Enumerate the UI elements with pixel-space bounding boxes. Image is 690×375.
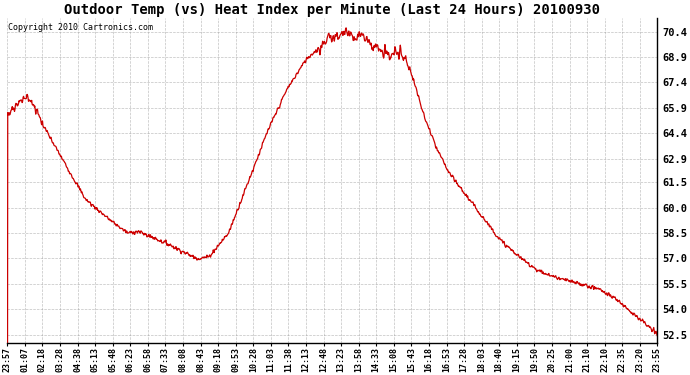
Text: Copyright 2010 Cartronics.com: Copyright 2010 Cartronics.com (8, 23, 153, 32)
Title: Outdoor Temp (vs) Heat Index per Minute (Last 24 Hours) 20100930: Outdoor Temp (vs) Heat Index per Minute … (64, 3, 600, 17)
